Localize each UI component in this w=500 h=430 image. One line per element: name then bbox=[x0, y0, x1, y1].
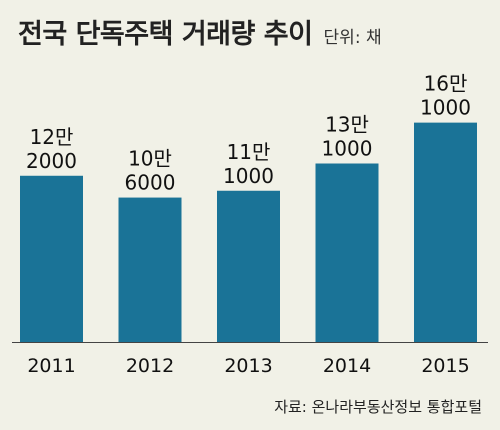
bar-2014 bbox=[315, 163, 379, 342]
bar-2011 bbox=[20, 175, 83, 342]
value-label-2011-line2: 2000 bbox=[26, 149, 77, 173]
bar-2013 bbox=[217, 190, 280, 342]
value-label-2015-line1: 16만 bbox=[424, 72, 468, 96]
x-tick-labels-group: 2011 2012 2013 2014 2015 bbox=[27, 355, 469, 377]
source-note: 자료: 온나라부동산정보 통합포털 bbox=[274, 398, 482, 416]
chart-title: 전국 단독주택 거래량 추이 bbox=[18, 19, 313, 50]
value-label-2015-line2: 1000 bbox=[420, 96, 471, 120]
x-tick-label-2011: 2011 bbox=[27, 355, 75, 377]
value-label-2012-line1: 10만 bbox=[128, 147, 172, 171]
unit-label: 단위: 채 bbox=[323, 28, 382, 48]
value-label-2013-line1: 11만 bbox=[227, 140, 271, 164]
x-tick-label-2014: 2014 bbox=[323, 355, 371, 377]
x-tick-label-2012: 2012 bbox=[126, 355, 174, 377]
x-tick-label-2015: 2015 bbox=[421, 355, 469, 377]
x-tick-label-2013: 2013 bbox=[224, 355, 272, 377]
bars-group bbox=[20, 122, 477, 342]
value-label-2013-line2: 1000 bbox=[223, 164, 274, 188]
value-label-2014-line1: 13만 bbox=[325, 113, 369, 137]
value-label-2014-line2: 1000 bbox=[322, 137, 373, 161]
title-row: 전국 단독주택 거래량 추이 단위: 채 bbox=[18, 12, 382, 51]
bar-2012 bbox=[118, 197, 182, 342]
value-label-2012-line2: 6000 bbox=[125, 171, 176, 195]
value-label-2011-line1: 12만 bbox=[30, 125, 74, 149]
bar-2015 bbox=[414, 122, 477, 342]
